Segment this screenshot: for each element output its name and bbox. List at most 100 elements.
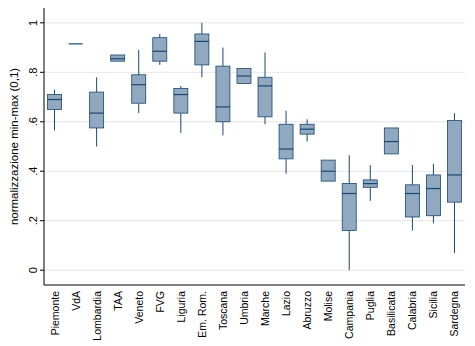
median xyxy=(90,113,104,114)
x-tick-label: FVG xyxy=(154,291,166,313)
x-tick-label: Veneto xyxy=(133,291,145,324)
median xyxy=(363,183,377,184)
x-tick-label: TAA xyxy=(112,291,124,311)
x-tick-label: Umbria xyxy=(238,291,250,325)
box xyxy=(426,175,440,216)
y-tick-label: 1 xyxy=(27,20,39,26)
x-tick-label: Sardegna xyxy=(448,291,460,337)
upper-whisker xyxy=(454,113,455,120)
upper-whisker xyxy=(222,48,223,67)
upper-whisker xyxy=(370,165,371,180)
lower-whisker xyxy=(96,128,97,147)
x-tick-label: Lazio xyxy=(280,291,292,316)
y-tick-label: .4 xyxy=(27,167,39,176)
x-tick-label: Liguria xyxy=(175,291,187,323)
lower-whisker xyxy=(201,65,202,77)
median xyxy=(153,51,167,52)
box xyxy=(300,124,314,134)
upper-whisker xyxy=(433,164,434,175)
upper-whisker xyxy=(201,23,202,34)
box xyxy=(258,77,272,117)
median xyxy=(447,174,461,175)
median xyxy=(195,41,209,42)
x-tick-label: Abruzzo xyxy=(301,291,313,330)
lower-whisker xyxy=(54,109,55,130)
box xyxy=(69,43,83,44)
lower-whisker xyxy=(370,187,371,201)
upper-whisker xyxy=(96,77,97,92)
x-tick-label: Marche xyxy=(259,291,271,326)
lower-whisker xyxy=(433,216,434,223)
grid-line xyxy=(44,72,465,73)
upper-whisker xyxy=(307,119,308,124)
grid-line xyxy=(44,22,465,23)
box xyxy=(384,128,398,154)
lower-whisker xyxy=(349,231,350,271)
y-tick xyxy=(40,22,44,23)
box xyxy=(174,88,188,113)
box xyxy=(216,66,230,122)
lower-whisker xyxy=(180,113,181,133)
x-tick-label: Molise xyxy=(322,291,334,322)
x-tick-label: Lombardia xyxy=(91,291,103,341)
upper-whisker xyxy=(286,111,287,125)
upper-whisker xyxy=(138,50,139,75)
y-tick xyxy=(40,72,44,73)
median xyxy=(69,43,83,44)
median xyxy=(132,84,146,85)
x-axis xyxy=(44,285,465,286)
box xyxy=(279,124,293,159)
x-tick-label: Campania xyxy=(343,291,355,339)
y-tick xyxy=(40,121,44,122)
median xyxy=(48,99,62,100)
y-tick xyxy=(40,171,44,172)
x-tick-label: Sicilia xyxy=(427,291,439,319)
upper-whisker xyxy=(159,34,160,38)
median xyxy=(174,94,188,95)
y-tick-label: .2 xyxy=(27,216,39,225)
box xyxy=(363,180,377,187)
median xyxy=(258,85,272,86)
boxes xyxy=(48,23,462,270)
median xyxy=(321,171,335,172)
box xyxy=(153,38,167,61)
x-tick-label: VdA xyxy=(70,291,82,311)
x-tick-label: Basilicata xyxy=(385,291,397,336)
box xyxy=(132,75,146,103)
grid-line xyxy=(44,171,465,172)
x-tick-label: Em. Rom. xyxy=(196,291,208,338)
box xyxy=(447,121,461,203)
lower-whisker xyxy=(286,159,287,174)
lower-whisker xyxy=(454,202,455,253)
y-tick-label: .8 xyxy=(27,68,39,77)
x-tick-label: Toscana xyxy=(217,291,229,330)
y-axis xyxy=(44,8,45,285)
lower-whisker xyxy=(138,103,139,113)
lower-whisker xyxy=(412,217,413,231)
upper-whisker xyxy=(265,53,266,78)
y-tick-label: .6 xyxy=(27,117,39,126)
box xyxy=(111,55,125,61)
y-tick xyxy=(40,270,44,271)
y-axis-label: normalizzazione min-max (0,1) xyxy=(8,68,20,225)
lower-whisker xyxy=(265,117,266,124)
median xyxy=(237,75,251,76)
x-tick-label: Calabria xyxy=(406,291,418,330)
box xyxy=(342,184,356,231)
box xyxy=(405,185,419,217)
grid-line xyxy=(44,121,465,122)
upper-whisker xyxy=(54,90,55,95)
box xyxy=(90,92,104,128)
lower-whisker xyxy=(307,134,308,141)
upper-whisker xyxy=(412,165,413,185)
median xyxy=(384,141,398,142)
x-tick-label: Puglia xyxy=(364,291,376,320)
median xyxy=(426,188,440,189)
median xyxy=(405,193,419,194)
box xyxy=(195,34,209,65)
y-tick-label: 0 xyxy=(27,267,39,273)
y-tick xyxy=(40,220,44,221)
lower-whisker xyxy=(222,122,223,136)
x-tick-label: Piemonte xyxy=(49,291,61,336)
box xyxy=(48,95,62,110)
